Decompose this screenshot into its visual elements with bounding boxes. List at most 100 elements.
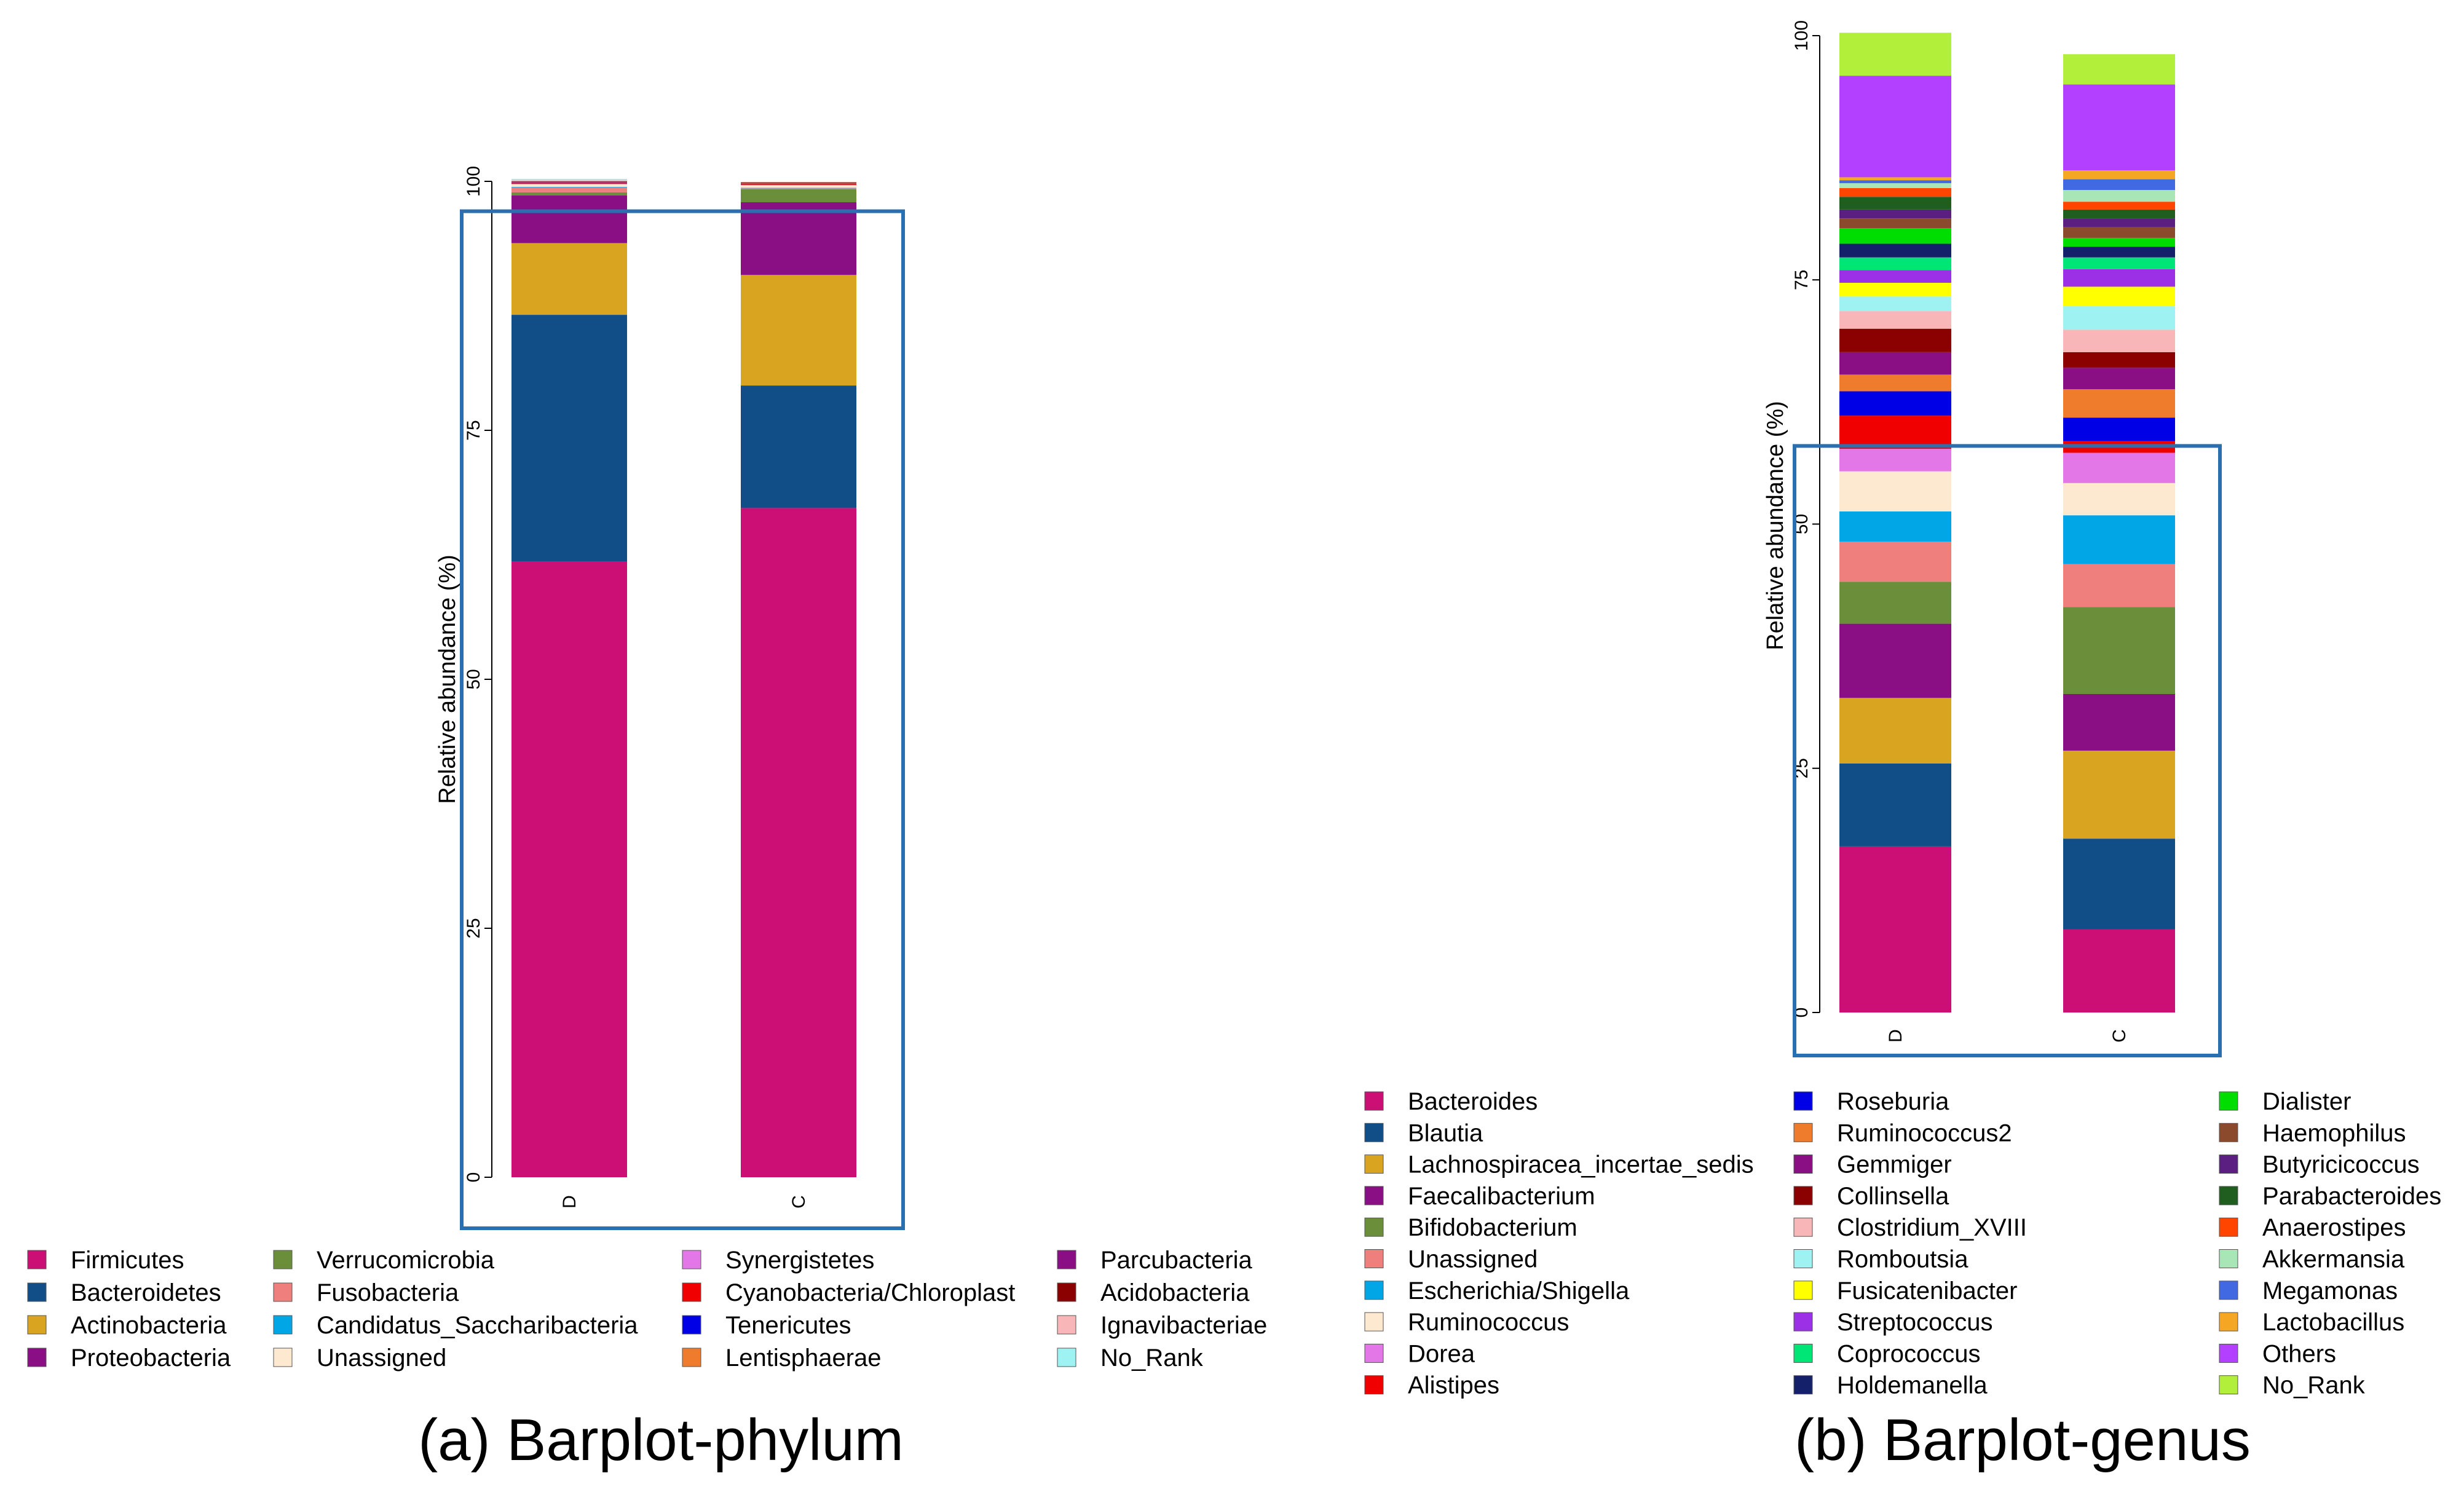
- phylum-legend-label-proteobacteria: Proteobacteria: [71, 1344, 231, 1372]
- genus-legend-swatch-blautia: [1364, 1123, 1384, 1142]
- genus-bar-c-unassigned: [2063, 564, 2175, 607]
- genus-legend-swatch-alistipes: [1364, 1375, 1384, 1395]
- genus-bar-d-dialister: [1839, 228, 1951, 244]
- genus-legend-label-coprococcus: Coprococcus: [1837, 1340, 1980, 1367]
- genus-legend-label-dialister: Dialister: [2262, 1088, 2351, 1115]
- genus-legend-label-dorea: Dorea: [1408, 1340, 1475, 1367]
- genus-legend-label-akkermansia: Akkermansia: [2262, 1246, 2405, 1273]
- genus-legend-label-bifidobacterium: Bifidobacterium: [1408, 1214, 1578, 1241]
- genus-bar-c-gemmiger: [2063, 368, 2175, 390]
- phylum-y-tick-label: 50: [464, 669, 484, 689]
- genus-legend-label-blautia: Blautia: [1408, 1119, 1483, 1147]
- genus-bar-c-haemophilus: [2063, 227, 2175, 238]
- phylum-y-tick-label: 100: [464, 166, 484, 197]
- phylum-x-tick-label: C: [789, 1195, 809, 1209]
- phylum-legend-swatch-lentisphaerae: [682, 1348, 701, 1367]
- phylum-y-tick-label: 25: [464, 918, 484, 938]
- phylum-y-tick-label: 75: [464, 420, 484, 440]
- genus-legend-swatch-collinsella: [1793, 1186, 1813, 1206]
- phylum-bar-d-fusobacteria: [511, 187, 627, 192]
- phylum-legend-label-fusobacteria: Fusobacteria: [317, 1279, 459, 1306]
- genus-bar-d-escherichia-shigella: [1839, 511, 1951, 542]
- phylum-bar-c-verrucomicrobia: [741, 189, 856, 203]
- genus-bar-c-others: [2063, 84, 2175, 171]
- genus-bar-c-streptococcus: [2063, 269, 2175, 287]
- genus-legend-label-collinsella: Collinsella: [1837, 1183, 1949, 1210]
- genus-bar-d-blautia: [1839, 763, 1951, 847]
- genus-bar-c-ruminococcus2: [2063, 389, 2175, 418]
- genus-bar-d-streptococcus: [1839, 270, 1951, 283]
- phylum-legend-swatch-no-rank: [1057, 1348, 1076, 1367]
- genus-legend-label-butyricicoccus: Butyricicoccus: [2262, 1151, 2420, 1178]
- genus-y-tick-label: 75: [1791, 270, 1812, 290]
- phylum-legend-label-cyanobacteria-chloroplast: Cyanobacteria/Chloroplast: [725, 1279, 1015, 1306]
- phylum-bar-c-bacteroidetes: [741, 385, 856, 508]
- genus-legend-swatch-ruminococcus: [1364, 1312, 1384, 1332]
- phylum-legend-label-parcubacteria: Parcubacteria: [1100, 1247, 1253, 1274]
- genus-legend-swatch-dorea: [1364, 1343, 1384, 1363]
- genus-bar-d-romboutsia: [1839, 296, 1951, 312]
- genus-bar-d-parabacteroides: [1839, 197, 1951, 210]
- phylum-bar-c-unassigned: [741, 185, 856, 188]
- phylum-bar-d-acidobacteria: [511, 181, 627, 182]
- phylum-x-tick-label: D: [559, 1195, 580, 1209]
- phylum-bar-c-fusobacteria: [741, 188, 856, 189]
- genus-bar-c-fusicatenibacter: [2063, 286, 2175, 307]
- genus-legend-swatch-bacteroides: [1364, 1091, 1384, 1111]
- genus-bar-d-coprococcus: [1839, 257, 1951, 270]
- genus-bar-d-bifidobacterium: [1839, 582, 1951, 624]
- genus-bar-c-dialister: [2063, 237, 2175, 247]
- phylum-legend-swatch-proteobacteria: [27, 1348, 47, 1367]
- genus-bar-c-bifidobacterium: [2063, 607, 2175, 694]
- phylum-bar-d-actinobacteria: [511, 243, 627, 315]
- phylum-bar-d-firmicutes: [511, 561, 627, 1177]
- genus-legend-swatch-gemmiger: [1793, 1155, 1813, 1174]
- phylum-bars: [511, 178, 856, 1177]
- genus-legend-swatch-unassigned: [1364, 1249, 1384, 1268]
- genus-bar-c-parabacteroides: [2063, 209, 2175, 219]
- genus-legend-swatch-romboutsia: [1793, 1249, 1813, 1268]
- genus-legend: Bacteroides Blautia Lachnospiracea_incerta…: [1364, 1088, 2441, 1399]
- genus-bar-d-megamonas: [1839, 180, 1951, 183]
- genus-x-tick-label: C: [2109, 1029, 2130, 1043]
- phylum-bar-d-unassigned: [511, 184, 627, 187]
- phylum-legend-label-synergistetes: Synergistetes: [725, 1247, 874, 1274]
- genus-bar-c-escherichia-shigella: [2063, 515, 2175, 564]
- phylum-legend-swatch-parcubacteria: [1057, 1250, 1076, 1269]
- phylum-legend-label-acidobacteria: Acidobacteria: [1100, 1279, 1250, 1306]
- genus-bar-c-ruminococcus: [2063, 483, 2175, 516]
- genus-highlight-box: [1793, 444, 2222, 1057]
- genus-legend-swatch-holdemanella: [1793, 1375, 1813, 1395]
- phylum-bar-c-actinobacteria: [741, 275, 856, 386]
- phylum-bar-c-candidatus-saccharibacteria: [741, 187, 856, 189]
- genus-bars: [1839, 33, 2175, 1012]
- genus-legend-label-clostridium-xviii: Clostridium_XVIII: [1837, 1214, 2027, 1241]
- genus-bar-d-dorea: [1839, 449, 1951, 472]
- phylum-legend-label-lentisphaerae: Lentisphaerae: [725, 1344, 882, 1372]
- phylum-legend-label-no-rank: No_Rank: [1100, 1344, 1204, 1372]
- genus-bar-d-ruminococcus: [1839, 471, 1951, 511]
- genus-legend-swatch-coprococcus: [1793, 1343, 1813, 1363]
- genus-legend-label-parabacteroides: Parabacteroides: [2262, 1183, 2441, 1210]
- genus-legend-label-anaerostipes: Anaerostipes: [2262, 1214, 2406, 1241]
- phylum-bar-c-synergistetes: [741, 184, 856, 186]
- phylum-bar-c-lentisphaerae: [741, 183, 856, 184]
- genus-legend-label-ruminococcus: Ruminococcus: [1408, 1309, 1569, 1336]
- genus-x-tick-label: D: [1886, 1029, 1906, 1043]
- genus-legend-swatch-bifidobacterium: [1364, 1217, 1384, 1237]
- phylum-bar-c-cyanobacteria-chloroplast: [741, 184, 856, 185]
- genus-bar-d-gemmiger: [1839, 352, 1951, 375]
- phylum-legend-label-bacteroidetes: Bacteroidetes: [71, 1279, 221, 1306]
- genus-y-axis-label: Relative abundance (%): [1763, 401, 1788, 650]
- genus-legend-label-fusicatenibacter: Fusicatenibacter: [1837, 1277, 2017, 1305]
- genus-bar-d-no-rank: [1839, 33, 1951, 76]
- phylum-bar-d-cyanobacteria-chloroplast: [511, 183, 627, 184]
- genus-legend-swatch-lactobacillus: [2219, 1312, 2238, 1332]
- phylum-bar-d-proteobacteria: [511, 195, 627, 243]
- genus-legend-swatch-clostridium-xviii: [1793, 1217, 1813, 1237]
- genus-bar-d-bacteroides: [1839, 846, 1951, 1012]
- phylum-y-axis: 0 25 50 75 100: [464, 166, 492, 1182]
- phylum-legend-swatch-ignavibacteriae: [1057, 1315, 1076, 1335]
- genus-legend-swatch-dialister: [2219, 1091, 2238, 1111]
